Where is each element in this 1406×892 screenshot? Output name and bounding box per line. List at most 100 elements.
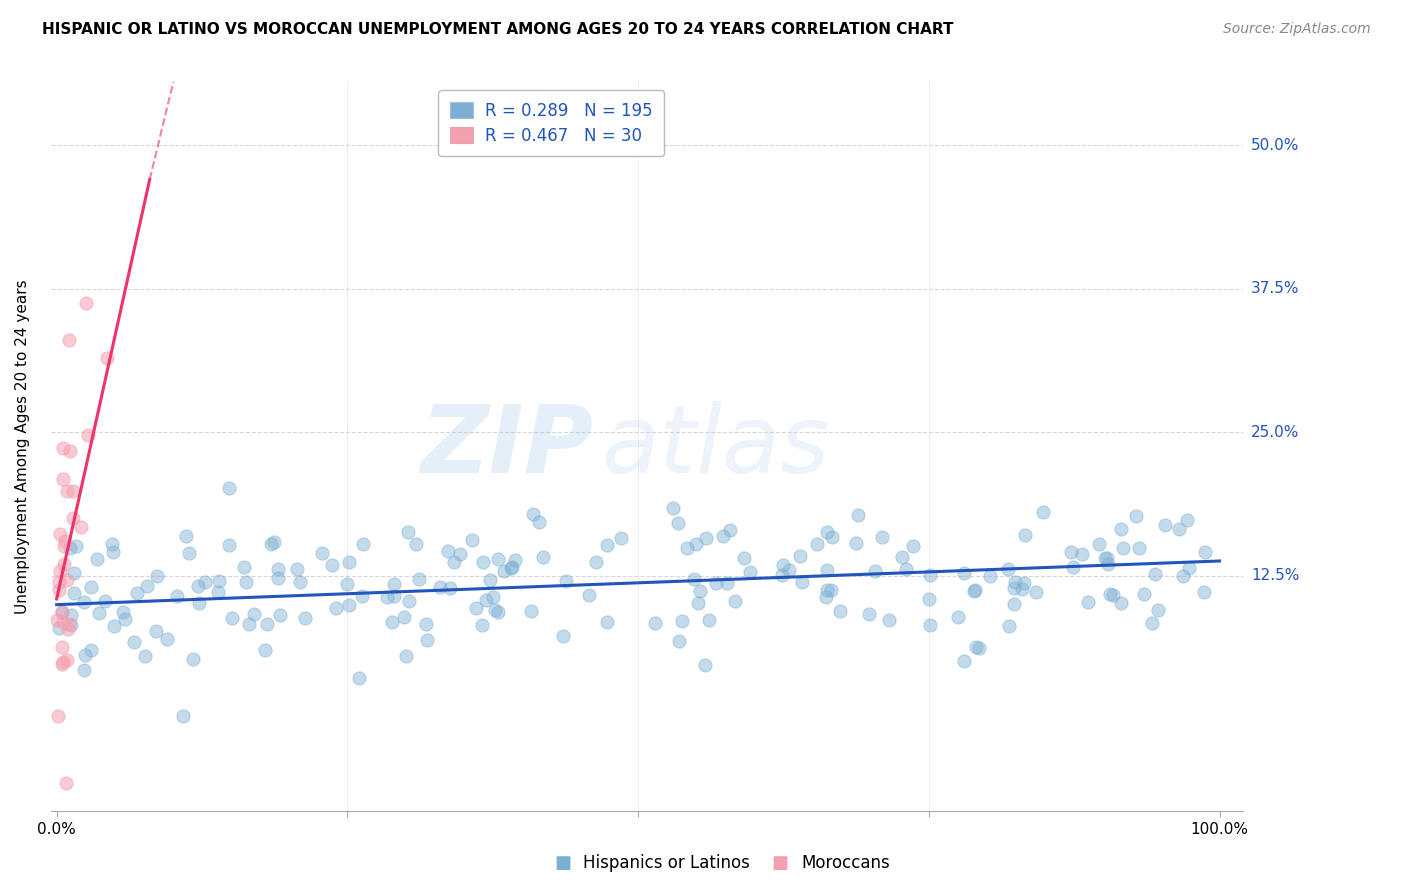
- Point: [58, 616, 80, 631]
- Point: [1111, 541, 1133, 555]
- Text: atlas: atlas: [602, 401, 830, 492]
- Point: [718, 523, 741, 537]
- Point: [1109, 522, 1132, 536]
- Point: [60, 608, 83, 623]
- Point: [997, 562, 1019, 576]
- Text: ■: ■: [554, 855, 571, 872]
- Point: [352, 536, 374, 550]
- Point: [553, 629, 575, 643]
- Point: [51, 472, 73, 486]
- Point: [1097, 557, 1119, 571]
- Point: [585, 555, 607, 569]
- Point: [207, 584, 229, 599]
- Point: [671, 614, 693, 628]
- Point: [1102, 588, 1125, 602]
- Point: [194, 574, 217, 589]
- Point: [554, 574, 576, 588]
- Point: [176, 528, 198, 542]
- Point: [471, 618, 494, 632]
- Point: [436, 544, 458, 558]
- Point: [51, 606, 73, 620]
- Text: Hispanics or Latinos: Hispanics or Latinos: [583, 855, 751, 872]
- Point: [1175, 513, 1198, 527]
- Point: [46, 709, 69, 723]
- Point: [321, 558, 343, 573]
- Point: [503, 552, 526, 566]
- Point: [1171, 569, 1194, 583]
- Point: [475, 593, 498, 607]
- Point: [979, 569, 1001, 583]
- Point: [733, 550, 755, 565]
- Point: [134, 648, 156, 663]
- Point: [472, 555, 495, 569]
- Point: [77, 427, 100, 442]
- Point: [723, 594, 745, 608]
- Point: [789, 549, 811, 564]
- Point: [294, 611, 316, 625]
- Point: [135, 579, 157, 593]
- Point: [51, 605, 73, 619]
- Point: [101, 537, 124, 551]
- Point: [111, 605, 134, 619]
- Point: [290, 575, 312, 590]
- Point: [218, 481, 240, 495]
- Point: [221, 610, 243, 624]
- Point: [56, 484, 79, 499]
- Point: [806, 537, 828, 551]
- Point: [1025, 585, 1047, 599]
- Point: [48, 582, 70, 597]
- Point: [375, 590, 398, 604]
- Point: [60, 618, 83, 632]
- Point: [464, 601, 486, 615]
- Point: [80, 580, 103, 594]
- Point: [863, 564, 886, 578]
- Point: [486, 551, 509, 566]
- Point: [1062, 560, 1084, 574]
- Point: [482, 591, 505, 605]
- Point: [58, 444, 80, 458]
- Point: [382, 589, 405, 603]
- Point: [740, 566, 762, 580]
- Text: HISPANIC OR LATINO VS MOROCCAN UNEMPLOYMENT AMONG AGES 20 TO 24 YEARS CORRELATIO: HISPANIC OR LATINO VS MOROCCAN UNEMPLOYM…: [42, 22, 953, 37]
- Point: [408, 573, 430, 587]
- Point: [1077, 595, 1099, 609]
- Point: [62, 511, 84, 525]
- Point: [697, 614, 720, 628]
- Point: [156, 632, 179, 647]
- Point: [1004, 574, 1026, 589]
- Point: [778, 563, 800, 577]
- Point: [49, 565, 72, 579]
- Point: [963, 583, 986, 598]
- Point: [55, 573, 77, 587]
- Point: [337, 598, 360, 612]
- Point: [522, 507, 544, 521]
- Point: [967, 640, 990, 655]
- Point: [1192, 585, 1215, 599]
- Point: [820, 582, 842, 597]
- Point: [520, 604, 543, 618]
- Point: [1168, 522, 1191, 536]
- Point: [127, 585, 149, 599]
- Point: [73, 648, 96, 662]
- Point: [233, 560, 256, 574]
- Point: [596, 538, 619, 552]
- Point: [415, 617, 437, 632]
- Point: [790, 574, 813, 589]
- Point: [172, 709, 194, 723]
- Point: [686, 596, 709, 610]
- Point: [1012, 576, 1035, 591]
- Point: [499, 561, 522, 575]
- Y-axis label: Unemployment Among Ages 20 to 24 years: Unemployment Among Ages 20 to 24 years: [15, 279, 30, 614]
- Text: Moroccans: Moroccans: [801, 855, 890, 872]
- Point: [609, 531, 631, 545]
- Point: [920, 568, 942, 582]
- Point: [501, 560, 523, 574]
- Point: [263, 535, 285, 549]
- Point: [86, 552, 108, 566]
- Point: [693, 657, 716, 672]
- Point: [146, 568, 169, 582]
- Point: [62, 483, 84, 498]
- Point: [685, 537, 707, 551]
- Point: [254, 643, 277, 657]
- Point: [817, 524, 839, 539]
